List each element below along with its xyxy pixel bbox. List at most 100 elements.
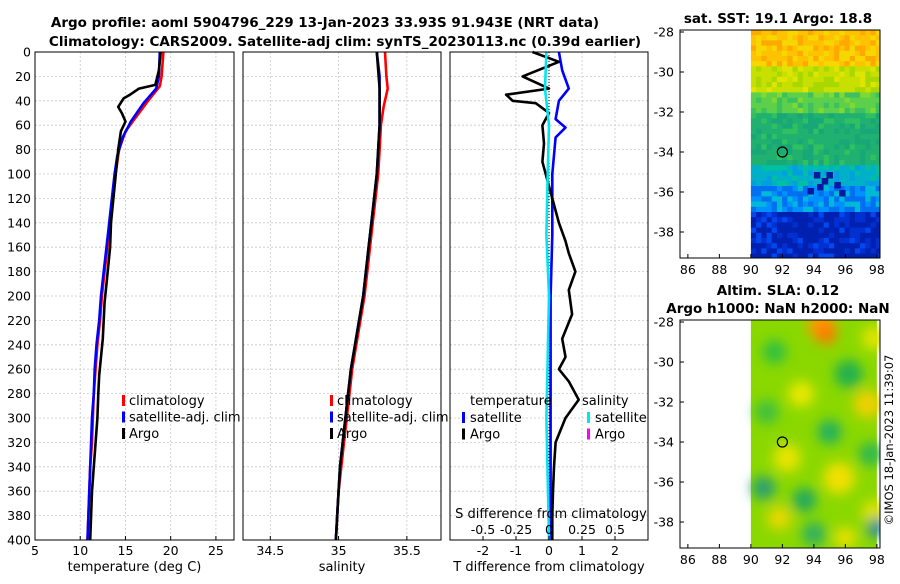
sst-cell — [808, 227, 814, 234]
sst-cell — [860, 154, 866, 161]
sst-cell — [766, 35, 773, 41]
sst-cell — [865, 50, 871, 57]
sst-cell — [787, 35, 793, 41]
sst-cell — [776, 35, 783, 41]
sst-cell — [766, 76, 773, 83]
sst-cell — [787, 92, 793, 98]
sst-cell — [787, 71, 793, 78]
sst-cell — [860, 71, 866, 78]
sst-cell — [802, 56, 809, 62]
sst-cell — [787, 76, 793, 83]
sst-cell — [750, 149, 757, 156]
sst-cell — [766, 123, 773, 130]
sst-cell — [766, 170, 773, 176]
sst-cell — [797, 253, 804, 258]
sst-cell — [776, 56, 783, 62]
sst-cell — [813, 87, 819, 93]
sst-cell — [776, 196, 783, 202]
sst-cell — [844, 108, 851, 114]
sst-cell — [860, 87, 866, 93]
sst-cell — [823, 186, 830, 192]
sst-cell — [818, 82, 825, 88]
sst-cell — [854, 30, 861, 36]
sst-cell — [854, 87, 861, 93]
sst-cell — [834, 238, 840, 244]
sst-cell — [802, 191, 809, 197]
sst-cell — [818, 149, 825, 156]
sst-cell — [792, 30, 799, 36]
sst-cell — [787, 248, 793, 254]
x2-tick-label: 0.25 — [568, 522, 596, 537]
x-tick-label: 15 — [118, 543, 134, 558]
sst-cell — [818, 206, 825, 213]
sst-cell — [865, 165, 871, 171]
sst-cell — [854, 175, 861, 182]
sst-cell — [750, 92, 757, 98]
sst-cell — [870, 186, 877, 192]
sla-anomaly-blob — [788, 381, 815, 407]
sst-cell — [839, 71, 845, 78]
sst-cell — [782, 196, 788, 202]
sst-cell — [839, 149, 845, 156]
sst-cell — [844, 243, 851, 249]
sst-cell — [771, 243, 778, 249]
sst-cell — [854, 206, 861, 213]
sst-cell — [766, 165, 773, 171]
sst-cell — [860, 40, 866, 46]
sst-cell — [807, 188, 815, 195]
sst-cell — [818, 217, 825, 223]
sst-cell — [761, 102, 767, 109]
sst-cell — [792, 201, 799, 208]
x-tick-label: 96 — [837, 552, 853, 567]
sst-cell — [771, 61, 778, 67]
sst-cell — [797, 113, 804, 119]
y-tick-label: 300 — [7, 411, 31, 426]
sst-cell — [828, 165, 835, 171]
sst-cell — [766, 206, 773, 213]
sst-cell — [860, 113, 866, 119]
sst-cell — [787, 227, 793, 234]
sst-cell — [839, 118, 845, 124]
sst-cell — [792, 97, 799, 104]
sst-cell — [875, 144, 880, 150]
sla-anomaly-blob — [853, 390, 880, 418]
legend-entry: satellite-adj. clim — [337, 411, 449, 426]
sst-cell — [865, 238, 871, 244]
sst-cell — [854, 201, 861, 208]
sst-cell — [808, 232, 814, 239]
sst-cell — [834, 123, 840, 130]
sst-cell — [849, 243, 856, 249]
sst-cell — [818, 160, 825, 166]
sst-cell — [797, 30, 804, 36]
sst-cell — [844, 66, 851, 72]
sst-cell — [870, 50, 877, 57]
y-tick-label: 260 — [7, 362, 31, 377]
sst-cell — [844, 248, 851, 254]
sst-cell — [782, 160, 788, 166]
sst-cell — [756, 56, 762, 62]
sst-cell — [808, 212, 814, 218]
sst-cell — [849, 30, 856, 36]
sst-cell — [766, 102, 773, 109]
sst-cell — [813, 92, 819, 98]
sst-cell — [860, 82, 866, 88]
sst-cell — [761, 61, 767, 67]
sst-cell — [844, 149, 851, 156]
sst-cell — [797, 170, 804, 176]
sst-cell — [865, 97, 871, 104]
sst-cell — [828, 149, 835, 156]
sst-cell — [813, 30, 819, 36]
sst-cell — [860, 139, 866, 145]
sst-cell — [834, 222, 840, 228]
sst-cell — [771, 71, 778, 78]
legend-entry: climatology — [129, 394, 205, 409]
legend-entry: satellite — [595, 411, 647, 426]
sst-cell — [792, 154, 799, 161]
sst-cell — [776, 217, 783, 223]
sst-cell — [839, 196, 845, 202]
sst-cell — [756, 134, 762, 140]
sst-cell — [849, 50, 856, 57]
sst-cell — [797, 222, 804, 228]
sst-cell — [776, 201, 783, 208]
sst-cell — [844, 222, 851, 228]
